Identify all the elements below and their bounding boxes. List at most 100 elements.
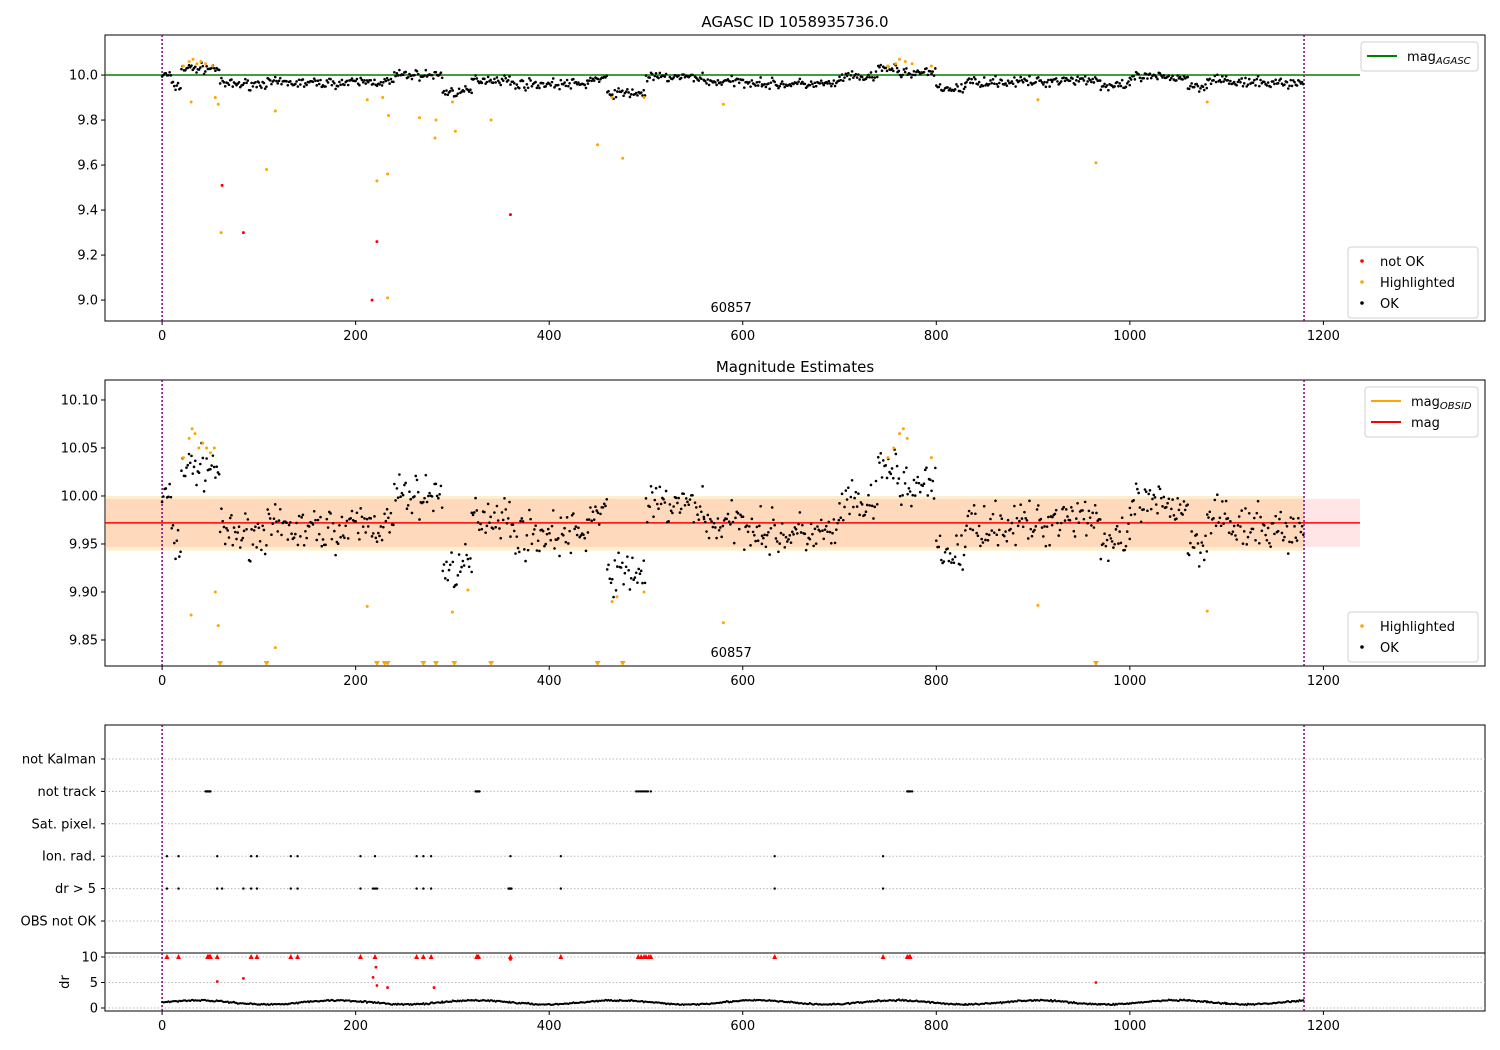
ok-point [558, 87, 561, 91]
ok-point [971, 81, 975, 85]
ok-point [971, 528, 975, 532]
y-tick-label: 10.05 [61, 441, 98, 456]
dr-clipped-marker [772, 953, 778, 959]
ok-point [231, 85, 235, 88]
ok-point [633, 576, 637, 579]
ok-point [1110, 540, 1114, 543]
ok-point [682, 73, 686, 76]
ok-point [553, 547, 556, 550]
ok-point [164, 487, 168, 490]
ok-point [445, 560, 448, 564]
ok-point [1216, 493, 1219, 497]
ok-point [1006, 79, 1010, 83]
ok-point [586, 82, 590, 85]
ok-point [376, 531, 380, 535]
highlighted-point [450, 610, 454, 614]
dr-clipped-marker [164, 953, 170, 959]
ok-point [1295, 84, 1299, 87]
ok-point [890, 67, 894, 70]
ok-point [1138, 506, 1142, 509]
ok-point [1158, 487, 1162, 491]
highlighted-point [187, 60, 191, 64]
ok-point [569, 551, 573, 555]
ok-point [873, 76, 877, 79]
highlighted-point [273, 646, 277, 650]
flag-point [373, 855, 377, 858]
ok-point [970, 77, 973, 81]
ok-point [339, 535, 342, 539]
ok-point [563, 526, 566, 530]
flag-point [649, 790, 653, 793]
ok-point [701, 71, 704, 75]
ok-point [549, 538, 553, 542]
dr-clipped-marker [648, 953, 654, 959]
ok-point [1231, 530, 1235, 533]
ok-point [610, 577, 614, 581]
ok-point [403, 483, 406, 487]
ok-point [1000, 517, 1004, 521]
x-tick-label: 0 [158, 674, 166, 689]
ok-point [462, 90, 466, 93]
ok-point [1042, 535, 1045, 538]
ok-point [614, 589, 618, 592]
ok-point [967, 509, 971, 513]
highlighted-point [642, 590, 646, 594]
ok-point [519, 519, 522, 523]
ok-point [277, 519, 281, 522]
ok-point [905, 466, 908, 470]
ok-point [257, 526, 261, 530]
y-tick-label: 10.10 [61, 393, 98, 408]
ok-point [1258, 541, 1261, 545]
ok-point [848, 512, 851, 516]
ok-point [404, 70, 407, 74]
ok-point [838, 75, 841, 79]
ok-point [1072, 529, 1076, 533]
flag-point [177, 855, 180, 858]
ok-point [292, 536, 296, 539]
ok-point [162, 495, 165, 498]
ok-point [315, 84, 319, 87]
ok-point [1197, 90, 1201, 93]
ok-point [314, 79, 317, 83]
dr-clipped-marker [207, 953, 213, 959]
highlighted-point [610, 96, 614, 100]
ok-point [529, 79, 532, 82]
ok-point [289, 521, 292, 524]
ok-point [903, 482, 907, 485]
highlighted-point [365, 604, 369, 608]
ok-point [232, 526, 236, 529]
highlighted-point [213, 96, 217, 100]
ok-point [700, 510, 703, 514]
x-tick-label: 1000 [1113, 674, 1146, 689]
ok-point [320, 544, 324, 548]
ok-point [995, 82, 999, 86]
ok-point [321, 538, 325, 541]
ok-point [813, 527, 817, 531]
ok-point [1081, 509, 1084, 512]
ok-point [672, 505, 675, 508]
ok-point [836, 521, 839, 525]
ok-point [801, 80, 804, 84]
ok-point [707, 83, 711, 87]
ok-point [1142, 508, 1145, 511]
ok-point [272, 517, 276, 520]
ok-point [605, 568, 609, 571]
ok-point [304, 529, 307, 533]
ok-point [822, 537, 826, 541]
ok-point [1128, 506, 1132, 510]
ok-point [1149, 76, 1153, 80]
ok-point [1146, 509, 1149, 513]
ok-point [445, 89, 448, 92]
flag-point [165, 855, 169, 858]
ok-point [596, 77, 600, 81]
ok-point [643, 94, 647, 97]
ok-point [1047, 515, 1050, 519]
ok-point [324, 543, 327, 547]
ok-point [788, 534, 792, 537]
ok-point [483, 77, 486, 81]
ok-point [1054, 508, 1058, 512]
flag-point [559, 855, 563, 858]
ok-point [1136, 487, 1139, 491]
ok-point [1004, 530, 1007, 533]
ok-point [902, 470, 906, 474]
